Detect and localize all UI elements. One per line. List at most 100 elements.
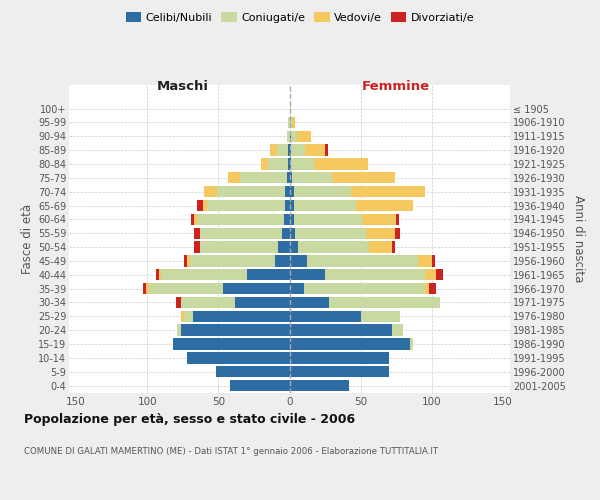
Bar: [215, 366, 290, 378]
Bar: [290, 144, 291, 156]
Bar: [294, 186, 350, 198]
Bar: [290, 283, 304, 294]
Bar: [362, 214, 396, 225]
Bar: [290, 310, 361, 322]
Bar: [173, 338, 290, 349]
Bar: [290, 338, 410, 349]
Bar: [392, 324, 403, 336]
Bar: [325, 144, 328, 156]
Bar: [288, 144, 290, 156]
Bar: [305, 144, 325, 156]
Bar: [295, 228, 367, 239]
Y-axis label: Fasce di età: Fasce di età: [20, 204, 34, 274]
Bar: [230, 380, 290, 392]
Bar: [193, 310, 290, 322]
Bar: [261, 158, 268, 170]
Bar: [200, 228, 283, 239]
Bar: [292, 116, 295, 128]
Y-axis label: Anni di nascita: Anni di nascita: [572, 195, 585, 282]
Bar: [307, 255, 418, 266]
Bar: [247, 269, 290, 280]
Bar: [325, 269, 425, 280]
Bar: [177, 324, 181, 336]
Bar: [181, 297, 235, 308]
Bar: [191, 214, 194, 225]
Bar: [268, 158, 288, 170]
Bar: [184, 310, 193, 322]
Bar: [350, 186, 425, 198]
Bar: [290, 172, 292, 184]
Bar: [181, 310, 184, 322]
Bar: [143, 283, 146, 294]
Bar: [223, 283, 290, 294]
Legend: Celibi/Nubili, Coniugati/e, Vedovi/e, Divorziati/e: Celibi/Nubili, Coniugati/e, Vedovi/e, Di…: [121, 8, 479, 28]
Bar: [290, 228, 295, 239]
Bar: [291, 158, 314, 170]
Bar: [288, 116, 290, 128]
Bar: [361, 310, 400, 322]
Bar: [287, 130, 290, 142]
Bar: [356, 200, 413, 211]
Bar: [425, 269, 436, 280]
Bar: [187, 255, 190, 266]
Bar: [194, 242, 200, 252]
Bar: [290, 103, 291, 114]
Bar: [194, 214, 199, 225]
Bar: [291, 144, 305, 156]
Bar: [199, 214, 284, 225]
Text: Femmine: Femmine: [362, 80, 430, 92]
Bar: [392, 242, 395, 252]
Bar: [304, 283, 425, 294]
Bar: [184, 255, 187, 266]
Bar: [161, 269, 247, 280]
Bar: [291, 130, 296, 142]
Bar: [290, 242, 298, 252]
Bar: [290, 214, 294, 225]
Bar: [418, 255, 432, 266]
Bar: [285, 200, 290, 211]
Bar: [156, 269, 158, 280]
Bar: [290, 352, 389, 364]
Bar: [275, 255, 290, 266]
Bar: [425, 283, 429, 294]
Bar: [203, 200, 207, 211]
Bar: [294, 214, 362, 225]
Bar: [369, 242, 392, 252]
Bar: [283, 228, 290, 239]
Bar: [290, 186, 294, 198]
Bar: [190, 255, 275, 266]
Bar: [296, 130, 311, 142]
Bar: [235, 297, 290, 308]
Bar: [288, 158, 290, 170]
Bar: [436, 269, 443, 280]
Bar: [285, 186, 290, 198]
Bar: [149, 283, 223, 294]
Bar: [277, 144, 288, 156]
Bar: [176, 297, 181, 308]
Bar: [194, 228, 200, 239]
Bar: [290, 158, 291, 170]
Bar: [314, 158, 368, 170]
Bar: [290, 324, 392, 336]
Bar: [229, 172, 240, 184]
Text: Popolazione per età, sesso e stato civile - 2006: Popolazione per età, sesso e stato civil…: [24, 412, 355, 426]
Bar: [217, 186, 285, 198]
Bar: [396, 214, 399, 225]
Bar: [181, 324, 290, 336]
Bar: [240, 172, 287, 184]
Bar: [146, 283, 149, 294]
Bar: [197, 200, 203, 211]
Bar: [290, 269, 325, 280]
Text: COMUNE DI GALATI MAMERTINO (ME) - Dati ISTAT 1° gennaio 2006 - Elaborazione TUTT: COMUNE DI GALATI MAMERTINO (ME) - Dati I…: [24, 448, 438, 456]
Bar: [332, 172, 395, 184]
Bar: [200, 242, 278, 252]
Bar: [292, 172, 332, 184]
Bar: [367, 228, 395, 239]
Bar: [290, 130, 291, 142]
Bar: [290, 200, 294, 211]
Bar: [290, 116, 292, 128]
Bar: [287, 172, 290, 184]
Bar: [278, 242, 290, 252]
Bar: [395, 228, 400, 239]
Bar: [410, 338, 413, 349]
